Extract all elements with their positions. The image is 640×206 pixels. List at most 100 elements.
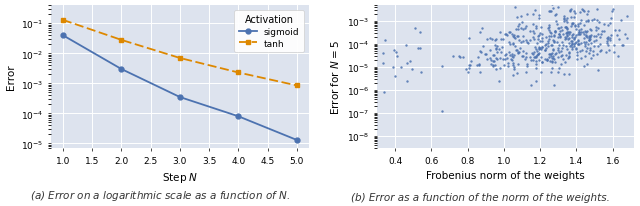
Point xyxy=(486,60,496,63)
Point xyxy=(550,62,560,65)
Point xyxy=(564,45,575,48)
Point xyxy=(564,10,575,13)
Point xyxy=(514,23,524,26)
Point xyxy=(620,34,630,37)
Point xyxy=(560,26,570,29)
Point xyxy=(547,67,557,70)
Point xyxy=(490,64,500,68)
Point xyxy=(562,17,572,20)
Point xyxy=(561,54,571,57)
Point xyxy=(549,41,559,44)
Point xyxy=(481,53,492,57)
Point xyxy=(562,28,572,31)
Point xyxy=(553,6,563,9)
Point xyxy=(527,52,537,55)
Point xyxy=(564,52,574,55)
Point xyxy=(558,58,568,61)
Point xyxy=(593,69,603,73)
Point xyxy=(542,59,552,62)
Point xyxy=(606,34,616,37)
Point xyxy=(605,37,615,41)
Point xyxy=(545,31,555,34)
Point xyxy=(465,64,475,68)
Point xyxy=(575,31,586,34)
Point xyxy=(495,67,506,70)
Point xyxy=(378,62,388,65)
Point xyxy=(610,29,620,33)
Point xyxy=(553,47,563,50)
Point xyxy=(603,38,613,41)
Point xyxy=(574,32,584,35)
Point xyxy=(572,43,582,46)
Point xyxy=(530,9,540,13)
Point xyxy=(504,51,515,54)
Point xyxy=(518,35,529,39)
tanh xyxy=(176,57,184,60)
Point xyxy=(407,68,417,71)
Point xyxy=(547,60,557,64)
Point xyxy=(492,45,502,49)
Point xyxy=(491,48,501,51)
Point xyxy=(616,19,627,22)
Point xyxy=(582,30,592,33)
Point xyxy=(583,43,593,46)
Point xyxy=(488,65,499,68)
Point xyxy=(579,37,589,40)
Point xyxy=(544,29,554,33)
Point xyxy=(561,26,572,29)
Point xyxy=(574,43,584,46)
Point xyxy=(531,67,541,70)
Point xyxy=(500,33,511,36)
Point xyxy=(541,36,551,39)
Point xyxy=(589,41,599,44)
Point xyxy=(404,60,415,64)
Point xyxy=(574,33,584,36)
Point xyxy=(492,51,502,55)
Point xyxy=(532,50,542,53)
Point xyxy=(516,42,526,45)
Point xyxy=(580,30,590,34)
Point xyxy=(546,32,556,35)
Point xyxy=(518,40,528,43)
Point xyxy=(594,21,604,25)
Point xyxy=(546,55,556,58)
Point xyxy=(592,53,602,57)
Point xyxy=(550,14,561,17)
Point xyxy=(528,30,538,34)
Point xyxy=(437,66,447,69)
Point xyxy=(378,91,388,94)
Point xyxy=(513,25,523,29)
Point xyxy=(495,38,506,42)
Point xyxy=(555,35,565,38)
Point xyxy=(505,43,515,47)
Point xyxy=(562,28,572,32)
Point xyxy=(567,36,577,39)
Point xyxy=(521,71,531,74)
Point xyxy=(551,13,561,17)
Point xyxy=(586,42,596,45)
Point xyxy=(536,56,546,59)
Point xyxy=(511,49,522,52)
Point xyxy=(567,43,577,46)
Point xyxy=(582,20,593,23)
Point xyxy=(507,53,517,57)
Point xyxy=(504,31,514,34)
Point xyxy=(437,109,447,113)
Point xyxy=(543,25,554,28)
Point xyxy=(512,36,522,39)
Point xyxy=(559,17,569,20)
Point xyxy=(593,27,603,31)
Point xyxy=(547,39,557,42)
Point xyxy=(454,56,465,60)
Point xyxy=(510,45,520,48)
Point xyxy=(557,47,567,50)
Point xyxy=(458,56,468,59)
Point xyxy=(609,44,620,48)
Point xyxy=(388,49,399,53)
Point xyxy=(557,29,567,33)
Point xyxy=(581,34,591,37)
Point xyxy=(616,0,626,3)
Point xyxy=(570,25,580,28)
Point xyxy=(533,36,543,39)
Point xyxy=(461,68,471,71)
